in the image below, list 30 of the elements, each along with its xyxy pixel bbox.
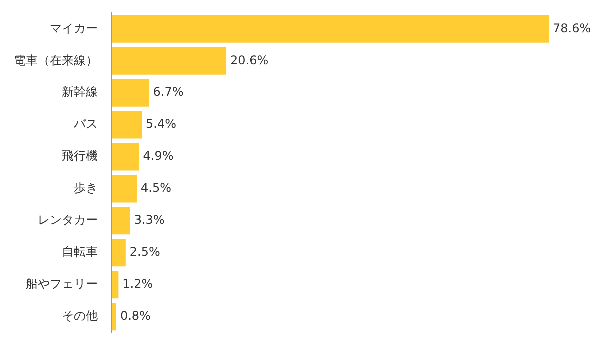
data-label: 3.3% (134, 213, 165, 228)
data-label: 20.6% (230, 53, 269, 68)
data-label: 78.6% (553, 21, 592, 36)
y-tick-label: 歩き (74, 181, 98, 196)
y-tick-label: 新幹線 (62, 85, 98, 100)
data-label: 2.5% (130, 245, 160, 260)
bar (112, 15, 549, 43)
bar (112, 271, 119, 299)
bar (112, 143, 140, 171)
data-label: 4.9% (143, 149, 174, 164)
bar (112, 175, 138, 203)
bar (112, 79, 150, 107)
data-label: 4.5% (141, 181, 172, 196)
data-label: 1.2% (122, 276, 154, 291)
y-tick-label: マイカー (50, 21, 98, 36)
y-tick-label: バス (73, 117, 98, 132)
data-label: 5.4% (146, 117, 177, 132)
bar (112, 47, 227, 75)
y-tick-label: その他 (62, 308, 98, 323)
y-tick-label: 飛行機 (62, 149, 98, 164)
data-label: 0.8% (120, 308, 151, 323)
data-label: 6.7% (153, 85, 184, 100)
bar (112, 111, 142, 139)
bar (112, 207, 130, 235)
y-tick-label: レンタカー (38, 213, 98, 228)
y-tick-label: 自転車 (62, 245, 98, 260)
y-tick-label: 電車（在来線） (14, 53, 98, 68)
bar (112, 303, 116, 331)
y-tick-label: 船やフェリー (26, 276, 98, 291)
bar (112, 239, 126, 267)
